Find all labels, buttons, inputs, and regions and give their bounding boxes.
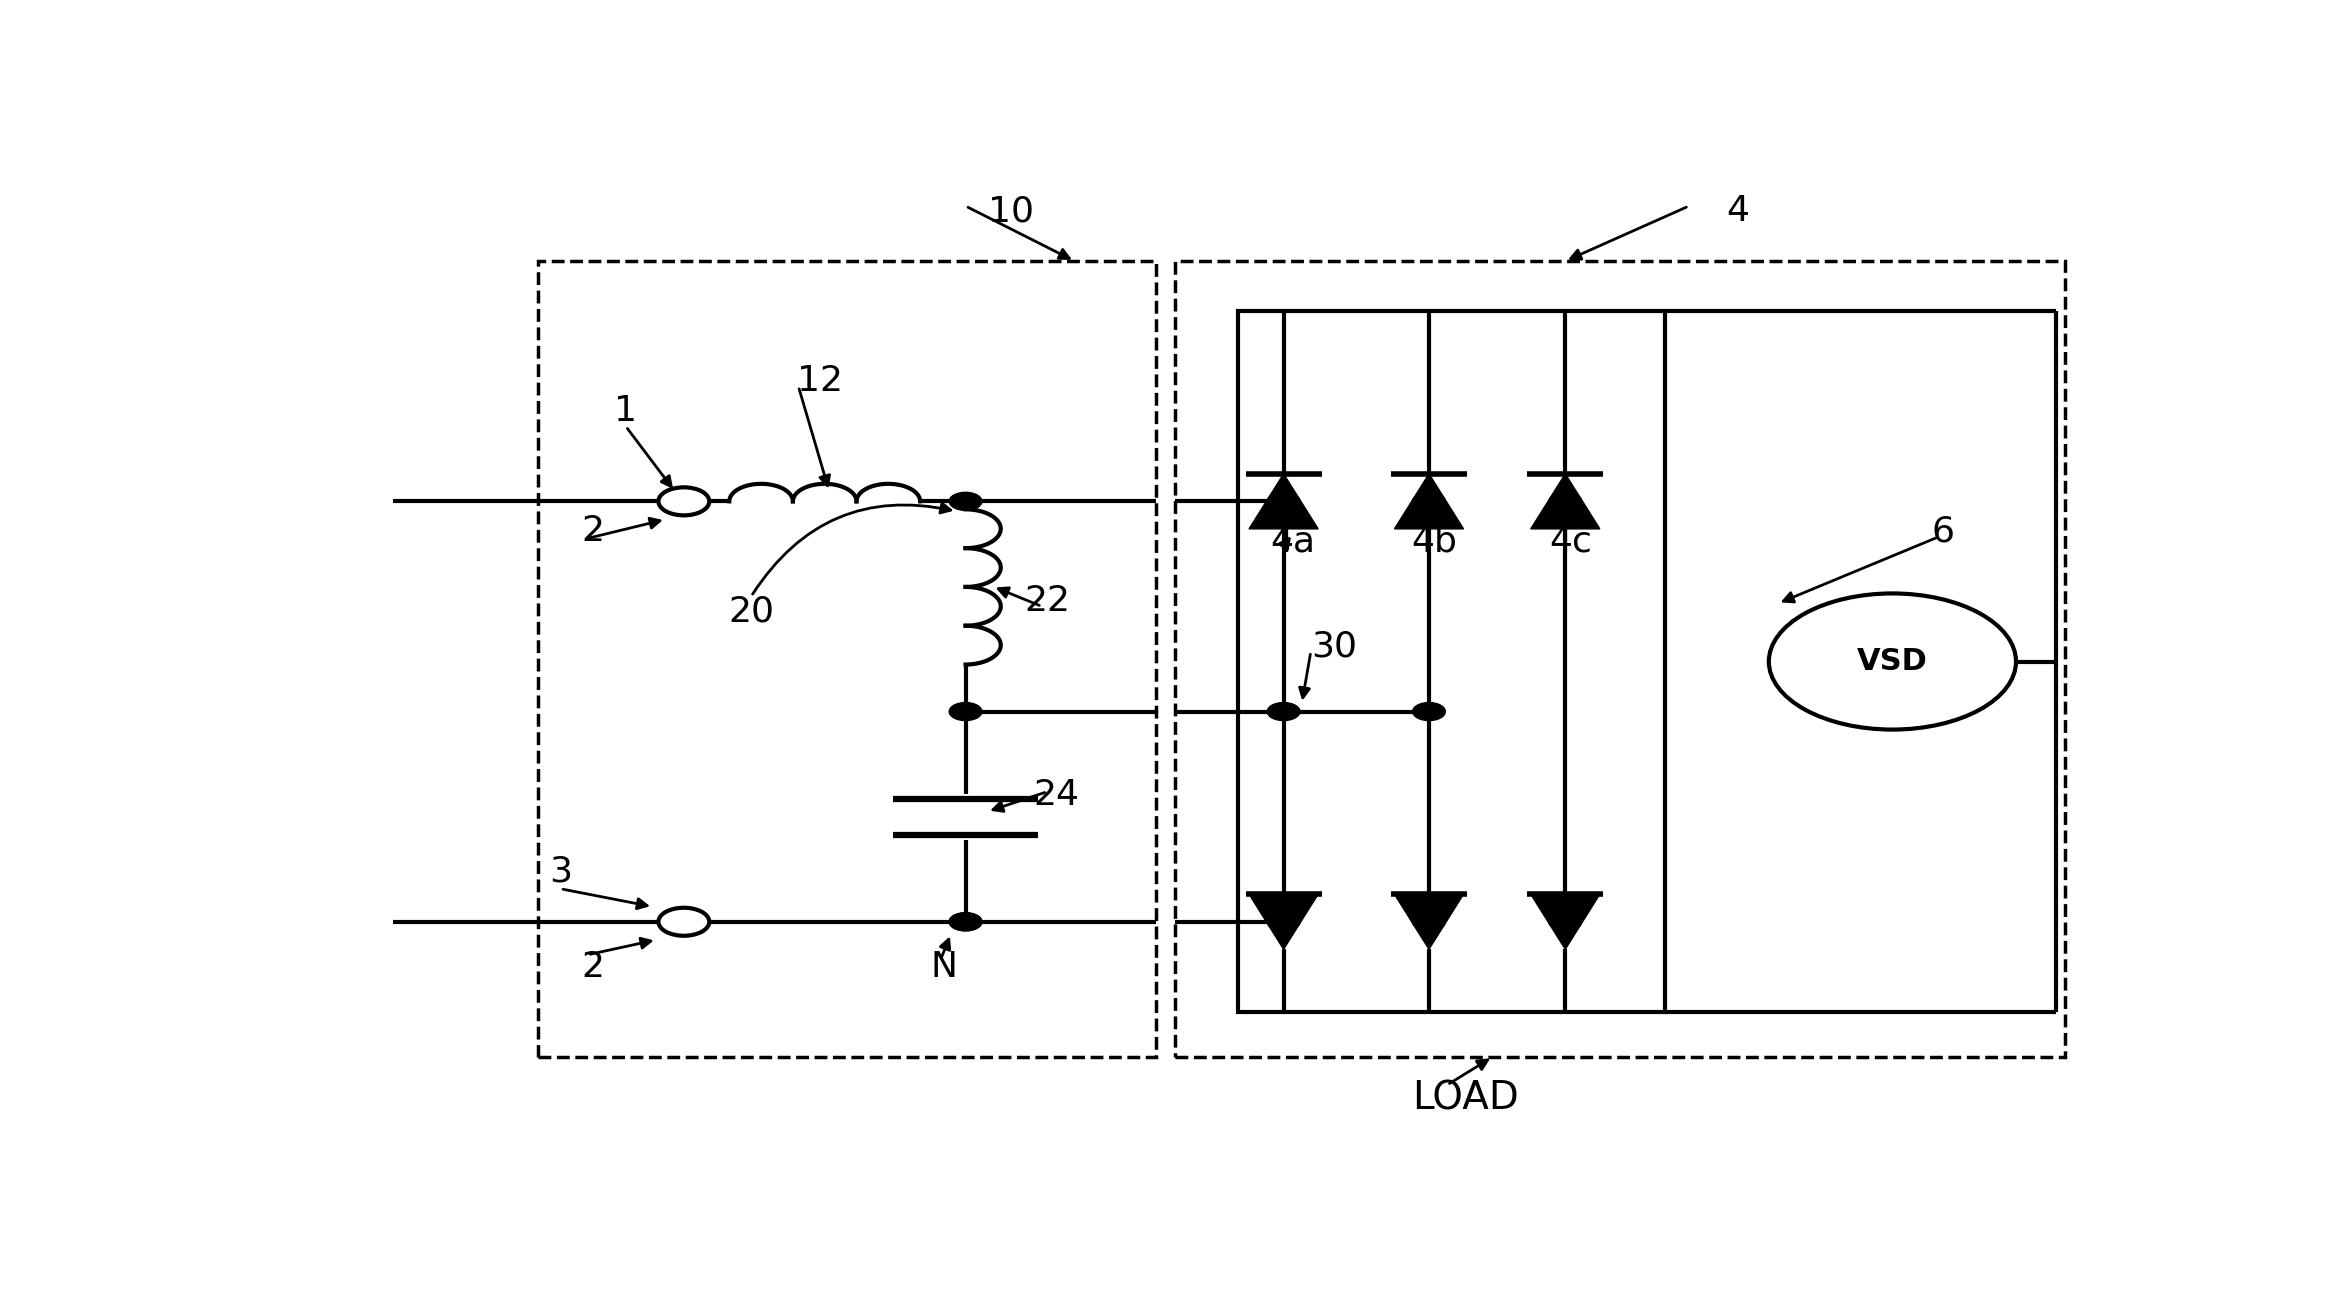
Circle shape	[1412, 913, 1445, 931]
Text: 4a: 4a	[1271, 524, 1316, 559]
Text: LOAD: LOAD	[1412, 1080, 1520, 1118]
Circle shape	[950, 493, 983, 511]
Text: 24: 24	[1034, 777, 1079, 811]
Text: 2: 2	[582, 515, 605, 549]
Polygon shape	[1395, 894, 1463, 949]
Text: 4: 4	[1726, 194, 1749, 228]
Circle shape	[950, 702, 983, 720]
Circle shape	[950, 913, 983, 931]
Circle shape	[1266, 702, 1299, 720]
Circle shape	[659, 907, 708, 936]
Polygon shape	[1531, 894, 1599, 949]
Circle shape	[659, 488, 708, 515]
Circle shape	[1266, 493, 1299, 511]
Bar	[539, 261, 1156, 1057]
Text: 30: 30	[1311, 629, 1358, 663]
Polygon shape	[1531, 473, 1599, 529]
Text: 4c: 4c	[1550, 524, 1592, 559]
Text: 6: 6	[1932, 515, 1956, 549]
Bar	[1175, 261, 2066, 1057]
Circle shape	[1550, 493, 1581, 511]
Text: 2: 2	[582, 950, 605, 984]
Bar	[1238, 311, 1665, 1011]
Text: 10: 10	[987, 194, 1034, 228]
Circle shape	[1768, 593, 2017, 729]
Text: 4b: 4b	[1412, 524, 1456, 559]
Polygon shape	[1250, 894, 1318, 949]
Circle shape	[950, 913, 983, 931]
Text: 12: 12	[797, 364, 844, 398]
Circle shape	[1412, 493, 1445, 511]
Text: 1: 1	[614, 394, 638, 428]
Polygon shape	[1250, 473, 1318, 529]
Circle shape	[1266, 913, 1299, 931]
Circle shape	[1550, 913, 1581, 931]
Text: 20: 20	[727, 594, 774, 628]
Text: 3: 3	[549, 854, 572, 889]
Text: 22: 22	[1025, 585, 1069, 619]
Polygon shape	[1395, 473, 1463, 529]
Text: VSD: VSD	[1857, 647, 1928, 676]
Text: N: N	[931, 950, 957, 984]
Circle shape	[1412, 702, 1445, 720]
